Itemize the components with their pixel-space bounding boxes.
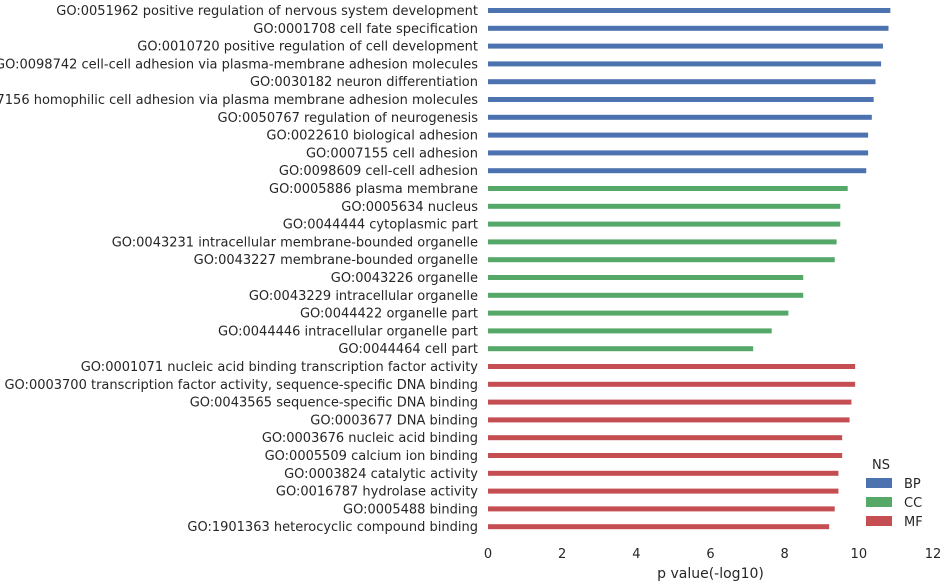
category-label: GO:0044464 cell part bbox=[338, 342, 478, 357]
category-label: GO:0043227 membrane-bounded organelle bbox=[194, 253, 478, 268]
bar-mf-8 bbox=[488, 488, 839, 494]
category-label: GO:0098742 cell-cell adhesion via plasma… bbox=[0, 57, 478, 72]
category-label: GO:0098609 cell-cell adhesion bbox=[279, 164, 478, 179]
bar-cc-5 bbox=[488, 257, 835, 263]
category-label: GO:0005634 nucleus bbox=[341, 200, 478, 215]
x-tick-label: 2 bbox=[558, 547, 566, 562]
x-tick-label: 10 bbox=[851, 547, 868, 562]
x-axis-ticks: 0 2 4 6 8 10 12 bbox=[484, 547, 941, 562]
bar-cc-1 bbox=[488, 186, 848, 191]
x-tick-label: 6 bbox=[706, 547, 714, 562]
bar-mf-1 bbox=[488, 364, 856, 369]
legend: NS BP CC MF bbox=[866, 458, 923, 530]
category-label: GO:0007155 cell adhesion bbox=[306, 146, 478, 161]
bar-mf-6 bbox=[488, 453, 843, 458]
category-label: GO:0003677 DNA binding bbox=[310, 413, 478, 428]
x-tick-label: 4 bbox=[632, 547, 640, 562]
bar-mf-7 bbox=[488, 470, 839, 476]
bar-mf-9 bbox=[488, 506, 835, 512]
bar-cc-7 bbox=[488, 292, 804, 298]
bar-bp-3 bbox=[488, 43, 883, 49]
bar-cc-3 bbox=[488, 221, 841, 227]
category-label: GO:1901363 heterocyclic compound binding bbox=[187, 520, 478, 535]
bar-cc-2 bbox=[488, 203, 841, 209]
category-label: GO:0016787 hydrolase activity bbox=[276, 485, 478, 500]
bar-mf-3 bbox=[488, 399, 852, 405]
category-label: GO:0030182 neuron differentiation bbox=[250, 75, 478, 90]
legend-items: BP CC MF bbox=[866, 477, 923, 530]
legend-swatch-bp bbox=[866, 478, 892, 488]
bar-bp-7 bbox=[488, 114, 872, 120]
x-axis-title: p value(-log10) bbox=[657, 566, 764, 582]
category-label: GO:0005488 binding bbox=[343, 502, 478, 517]
category-label: GO:0043231 intracellular membrane-bounde… bbox=[112, 235, 478, 250]
category-label: GO:0044446 intracellular organelle part bbox=[218, 324, 478, 339]
bar-cc-9 bbox=[488, 328, 772, 334]
category-label: GO:0005509 calcium ion binding bbox=[265, 449, 478, 464]
bar-bp-5 bbox=[488, 79, 876, 85]
category-label: GO:0022610 biological adhesion bbox=[266, 129, 478, 144]
bar-bp-8 bbox=[488, 132, 869, 138]
bar-bp-10 bbox=[488, 168, 867, 174]
category-label: GO:0005886 plasma membrane bbox=[269, 182, 478, 197]
bar-cc-10 bbox=[488, 346, 754, 352]
bar-mf-4 bbox=[488, 417, 850, 423]
legend-label-bp: BP bbox=[904, 477, 921, 492]
bar-cc-8 bbox=[488, 310, 789, 316]
bar-mf-2 bbox=[488, 381, 856, 387]
category-label: GO:0001708 cell fate specification bbox=[253, 22, 478, 37]
bar-bp-6 bbox=[488, 97, 874, 102]
bar-bp-4 bbox=[488, 61, 882, 67]
category-label: GO:0003700 transcription factor activity… bbox=[4, 378, 478, 393]
category-label: GO:0043229 intracellular organelle bbox=[249, 289, 478, 304]
x-tick-label: 12 bbox=[925, 547, 942, 562]
legend-label-mf: MF bbox=[904, 515, 923, 530]
bar-bp-1 bbox=[488, 8, 891, 13]
x-tick-label: 8 bbox=[781, 547, 789, 562]
legend-swatch-cc bbox=[866, 497, 892, 507]
category-label: GO:0044422 organelle part bbox=[300, 307, 478, 322]
x-tick-label: 0 bbox=[484, 547, 492, 562]
category-label: GO:0003676 nucleic acid binding bbox=[262, 431, 478, 446]
category-label: GO:0043565 sequence-specific DNA binding bbox=[190, 396, 478, 411]
bar-bp-2 bbox=[488, 25, 889, 31]
bars-layer bbox=[488, 8, 891, 530]
category-label: GO:0050767 regulation of neurogenesis bbox=[218, 111, 479, 126]
category-label: GO:0051962 positive regulation of nervou… bbox=[56, 4, 478, 19]
legend-title: NS bbox=[872, 458, 890, 473]
bar-cc-4 bbox=[488, 239, 837, 245]
category-label: GO:0043226 organelle bbox=[331, 271, 478, 286]
legend-swatch-mf bbox=[866, 516, 892, 526]
category-label: GO:0001071 nucleic acid binding transcri… bbox=[81, 360, 479, 375]
category-label: GO:0010720 positive regulation of cell d… bbox=[137, 40, 478, 55]
bar-mf-5 bbox=[488, 435, 843, 441]
category-labels: GO:0051962 positive regulation of nervou… bbox=[0, 4, 478, 535]
legend-label-cc: CC bbox=[904, 496, 922, 511]
category-label: GO:0003824 catalytic activity bbox=[284, 467, 478, 482]
category-label: GO:0007156 homophilic cell adhesion via … bbox=[0, 93, 478, 108]
bar-cc-6 bbox=[488, 275, 804, 280]
category-label: GO:0044444 cytoplasmic part bbox=[283, 218, 478, 233]
bar-bp-9 bbox=[488, 150, 869, 156]
bar-mf-10 bbox=[488, 524, 830, 530]
